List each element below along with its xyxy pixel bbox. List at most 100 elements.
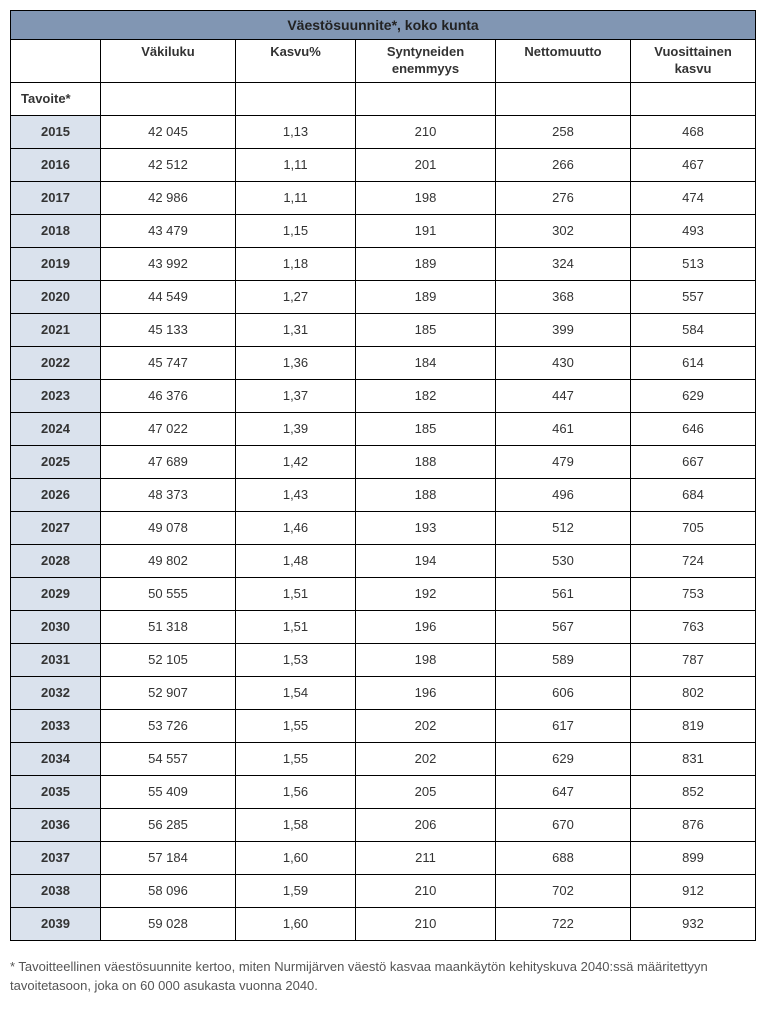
cell-growth: 1,11 xyxy=(236,148,356,181)
cell-births: 196 xyxy=(356,610,496,643)
cell-growth: 1,60 xyxy=(236,907,356,940)
table-row: 202044 5491,27189368557 xyxy=(11,280,756,313)
cell-annual: 912 xyxy=(631,874,756,907)
cell-year: 2039 xyxy=(11,907,101,940)
cell-year: 2023 xyxy=(11,379,101,412)
cell-births: 210 xyxy=(356,907,496,940)
cell-births: 189 xyxy=(356,280,496,313)
cell-births: 188 xyxy=(356,445,496,478)
cell-births: 210 xyxy=(356,874,496,907)
cell-net: 589 xyxy=(496,643,631,676)
cell-annual: 819 xyxy=(631,709,756,742)
table-row: 202346 3761,37182447629 xyxy=(11,379,756,412)
cell-net: 430 xyxy=(496,346,631,379)
cell-annual: 852 xyxy=(631,775,756,808)
table-title-row: Väestösuunnite*, koko kunta xyxy=(11,11,756,40)
table-row: 202849 8021,48194530724 xyxy=(11,544,756,577)
cell-births: 194 xyxy=(356,544,496,577)
cell-pop: 58 096 xyxy=(101,874,236,907)
cell-growth: 1,55 xyxy=(236,709,356,742)
cell-growth: 1,56 xyxy=(236,775,356,808)
cell-births: 202 xyxy=(356,742,496,775)
cell-pop: 45 133 xyxy=(101,313,236,346)
cell-annual: 684 xyxy=(631,478,756,511)
cell-pop: 49 802 xyxy=(101,544,236,577)
cell-annual: 474 xyxy=(631,181,756,214)
cell-births: 188 xyxy=(356,478,496,511)
cell-pop: 52 105 xyxy=(101,643,236,676)
cell-growth: 1,43 xyxy=(236,478,356,511)
tavoite-label: Tavoite* xyxy=(11,82,101,115)
cell-growth: 1,27 xyxy=(236,280,356,313)
cell-births: 196 xyxy=(356,676,496,709)
cell-net: 629 xyxy=(496,742,631,775)
cell-net: 496 xyxy=(496,478,631,511)
table-row: 202648 3731,43188496684 xyxy=(11,478,756,511)
table-header-row: Väkiluku Kasvu% Syntyneiden enemmyys Net… xyxy=(11,40,756,83)
population-projection-table: Väestösuunnite*, koko kunta Väkiluku Kas… xyxy=(10,10,756,941)
col-header-net: Nettomuutto xyxy=(496,40,631,83)
cell-pop: 46 376 xyxy=(101,379,236,412)
cell-growth: 1,31 xyxy=(236,313,356,346)
cell-net: 324 xyxy=(496,247,631,280)
cell-births: 210 xyxy=(356,115,496,148)
cell-year: 2016 xyxy=(11,148,101,181)
cell-annual: 753 xyxy=(631,577,756,610)
cell-net: 561 xyxy=(496,577,631,610)
cell-net: 266 xyxy=(496,148,631,181)
col-header-births: Syntyneiden enemmyys xyxy=(356,40,496,83)
cell-year: 2022 xyxy=(11,346,101,379)
cell-net: 399 xyxy=(496,313,631,346)
table-row: 202145 1331,31185399584 xyxy=(11,313,756,346)
cell-pop: 42 512 xyxy=(101,148,236,181)
table-row: 203252 9071,54196606802 xyxy=(11,676,756,709)
cell-annual: 667 xyxy=(631,445,756,478)
cell-pop: 50 555 xyxy=(101,577,236,610)
cell-net: 368 xyxy=(496,280,631,313)
table-row: 201742 9861,11198276474 xyxy=(11,181,756,214)
cell-net: 512 xyxy=(496,511,631,544)
cell-births: 205 xyxy=(356,775,496,808)
cell-growth: 1,15 xyxy=(236,214,356,247)
table-row: 201943 9921,18189324513 xyxy=(11,247,756,280)
table-row: 203656 2851,58206670876 xyxy=(11,808,756,841)
table-row: 203353 7261,55202617819 xyxy=(11,709,756,742)
cell-year: 2032 xyxy=(11,676,101,709)
cell-year: 2024 xyxy=(11,412,101,445)
cell-annual: 557 xyxy=(631,280,756,313)
cell-growth: 1,11 xyxy=(236,181,356,214)
col-header-annual: Vuosittainen kasvu xyxy=(631,40,756,83)
table-row: 203454 5571,55202629831 xyxy=(11,742,756,775)
col-header-growth: Kasvu% xyxy=(236,40,356,83)
cell-growth: 1,54 xyxy=(236,676,356,709)
cell-annual: 584 xyxy=(631,313,756,346)
cell-births: 198 xyxy=(356,643,496,676)
table-row: 201642 5121,11201266467 xyxy=(11,148,756,181)
table-row: 203051 3181,51196567763 xyxy=(11,610,756,643)
cell-year: 2015 xyxy=(11,115,101,148)
cell-pop: 52 907 xyxy=(101,676,236,709)
cell-year: 2031 xyxy=(11,643,101,676)
table-row: 203858 0961,59210702912 xyxy=(11,874,756,907)
cell-births: 211 xyxy=(356,841,496,874)
cell-births: 202 xyxy=(356,709,496,742)
cell-births: 185 xyxy=(356,313,496,346)
col-header-pop: Väkiluku xyxy=(101,40,236,83)
cell-pop: 42 045 xyxy=(101,115,236,148)
cell-pop: 57 184 xyxy=(101,841,236,874)
cell-births: 189 xyxy=(356,247,496,280)
cell-year: 2025 xyxy=(11,445,101,478)
cell-net: 447 xyxy=(496,379,631,412)
cell-year: 2027 xyxy=(11,511,101,544)
footnote: * Tavoitteellinen väestösuunnite kertoo,… xyxy=(10,957,755,996)
cell-pop: 51 318 xyxy=(101,610,236,643)
cell-annual: 899 xyxy=(631,841,756,874)
cell-pop: 44 549 xyxy=(101,280,236,313)
cell-net: 479 xyxy=(496,445,631,478)
table-row: 202447 0221,39185461646 xyxy=(11,412,756,445)
cell-births: 206 xyxy=(356,808,496,841)
cell-annual: 468 xyxy=(631,115,756,148)
table-title: Väestösuunnite*, koko kunta xyxy=(11,11,756,40)
cell-pop: 53 726 xyxy=(101,709,236,742)
cell-year: 2034 xyxy=(11,742,101,775)
